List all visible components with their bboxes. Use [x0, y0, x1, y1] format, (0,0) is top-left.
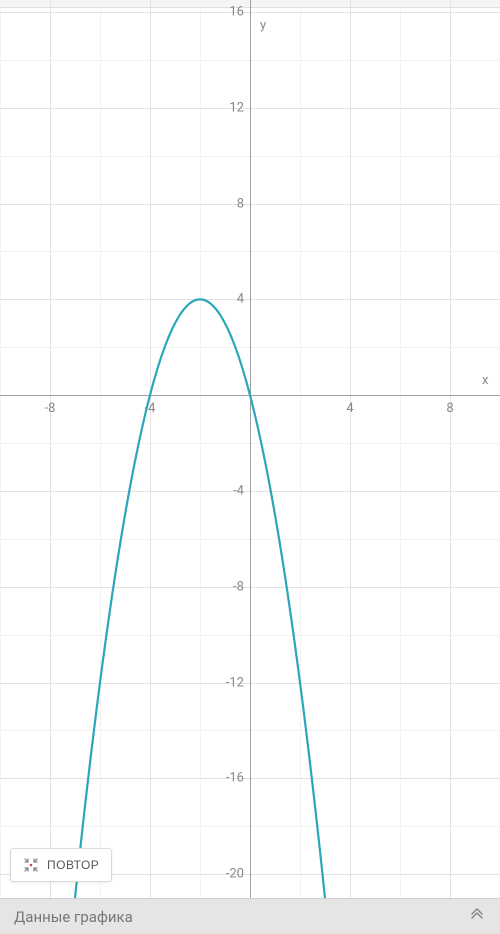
- grid-line-vertical: [350, 0, 351, 934]
- y-tick-label: 16: [218, 4, 244, 19]
- y-tick-label: -12: [218, 675, 244, 690]
- x-tick-label: 4: [346, 401, 353, 416]
- y-tick-label: 8: [218, 196, 244, 211]
- y-tick-label: 4: [218, 292, 244, 307]
- y-axis: [250, 0, 251, 934]
- chart-plot-area[interactable]: -8 -4 4 8 16 12 8 4 -4 -8 -12 -16 -20 x y: [0, 0, 500, 934]
- grid-line-vertical: [450, 0, 451, 934]
- x-tick-label: -8: [45, 401, 56, 416]
- grid-line-vertical: [300, 0, 301, 934]
- grid-line-vertical: [200, 0, 201, 934]
- x-tick-label: 8: [446, 401, 453, 416]
- bottom-data-bar[interactable]: Данные графика: [0, 898, 500, 934]
- grid-line-vertical: [150, 0, 151, 934]
- collapse-icon: [23, 857, 39, 873]
- x-tick-label: -4: [145, 401, 156, 416]
- x-axis-label: x: [482, 373, 488, 388]
- chevron-up-icon: [468, 906, 486, 928]
- grid-line-vertical: [0, 0, 1, 934]
- y-tick-label: -8: [218, 579, 244, 594]
- replay-button[interactable]: ПОВТОР: [10, 848, 112, 882]
- y-tick-label: -16: [218, 771, 244, 786]
- y-tick-label: -20: [218, 867, 244, 882]
- y-tick-label: 12: [218, 100, 244, 115]
- y-tick-label: -4: [218, 483, 244, 498]
- y-axis-label: y: [260, 18, 266, 33]
- bottom-bar-label: Данные графика: [14, 908, 133, 926]
- grid-line-vertical: [100, 0, 101, 934]
- grid-line-vertical: [50, 0, 51, 934]
- replay-button-label: ПОВТОР: [47, 858, 99, 872]
- grid-line-vertical: [400, 0, 401, 934]
